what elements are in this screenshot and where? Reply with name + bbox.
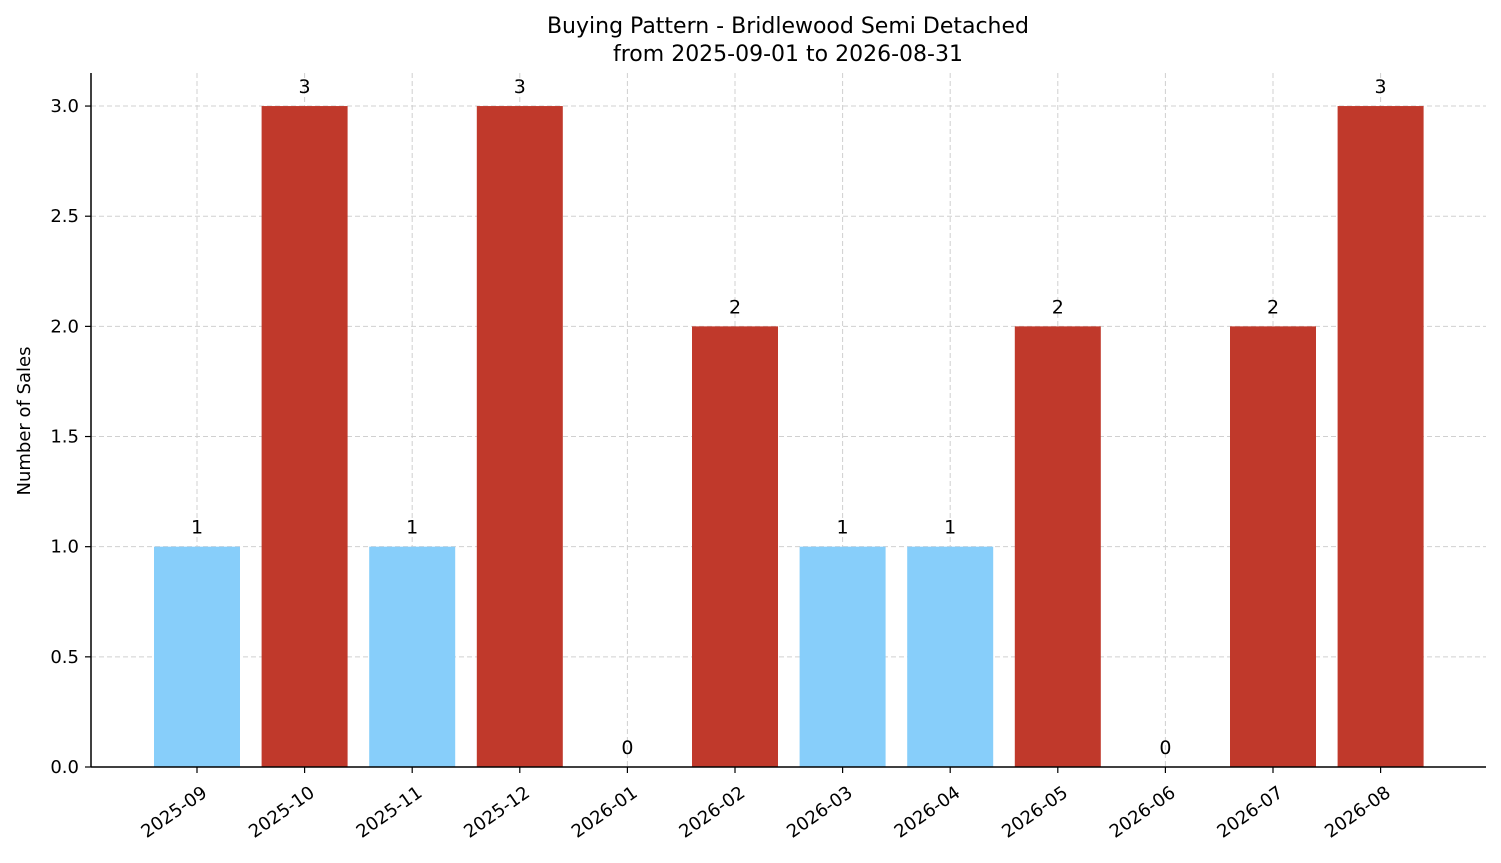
x-tick-label: 2025-10	[245, 782, 319, 842]
y-axis-label: Number of Sales	[14, 346, 35, 495]
y-tick-label: 0.0	[50, 757, 79, 778]
bar-value-label: 0	[621, 737, 633, 759]
bar	[907, 546, 994, 767]
y-tick-label: 1.0	[50, 537, 79, 558]
bar-value-label: 1	[191, 517, 203, 539]
bar	[154, 546, 240, 767]
y-tick-label: 1.5	[50, 427, 79, 448]
bar-value-label: 1	[944, 517, 956, 539]
bars	[154, 106, 1424, 768]
x-tick-label: 2026-04	[891, 782, 965, 842]
x-ticks: 2025-09 2025-10 2025-11 2025-12 2026-01 2026-…	[137, 767, 1395, 843]
bar	[1014, 326, 1101, 767]
bar	[692, 326, 778, 767]
x-tick-label: 2025-09	[137, 782, 211, 842]
bar-value-label: 1	[406, 517, 418, 539]
x-tick-label: 2025-11	[353, 782, 427, 842]
x-tick-label: 2026-06	[1106, 782, 1180, 842]
bar	[261, 106, 348, 768]
chart-title: Buying Pattern - Bridlewood Semi Detache…	[547, 14, 1029, 39]
bar-labels: 1 3 1 3 0 2 1 1 2 0 2 3	[191, 76, 1387, 759]
x-tick-label: 2026-05	[998, 782, 1072, 842]
x-tick-label: 2025-12	[460, 782, 534, 842]
chart-subtitle: from 2025-09-01 to 2026-08-31	[613, 42, 963, 67]
bar	[1230, 326, 1316, 767]
bar-value-label: 3	[514, 76, 526, 98]
y-tick-label: 3.0	[50, 96, 79, 117]
y-tick-label: 2.0	[50, 316, 79, 337]
x-tick-label: 2026-02	[675, 782, 749, 842]
bar-value-label: 3	[299, 76, 311, 98]
bar-value-label: 3	[1375, 76, 1387, 98]
bar-value-label: 0	[1159, 737, 1171, 759]
y-tick-label: 2.5	[50, 206, 79, 227]
x-tick-label: 2026-03	[783, 782, 857, 842]
bar	[1337, 106, 1424, 768]
bar	[476, 106, 563, 768]
x-tick-label: 2026-08	[1321, 782, 1395, 842]
y-tick-label: 0.5	[50, 647, 79, 668]
bar-value-label: 2	[1267, 296, 1279, 318]
x-tick-label: 2026-07	[1213, 782, 1287, 842]
bar	[369, 546, 456, 767]
bar-value-label: 1	[837, 517, 849, 539]
bar-value-label: 2	[1052, 296, 1064, 318]
y-ticks: 0.0 0.5 1.0 1.5 2.0 2.5 3.0	[50, 96, 91, 778]
bar-value-label: 2	[729, 296, 741, 318]
axes	[90, 73, 1486, 768]
bar	[799, 546, 886, 767]
x-tick-label: 2026-01	[568, 782, 642, 842]
